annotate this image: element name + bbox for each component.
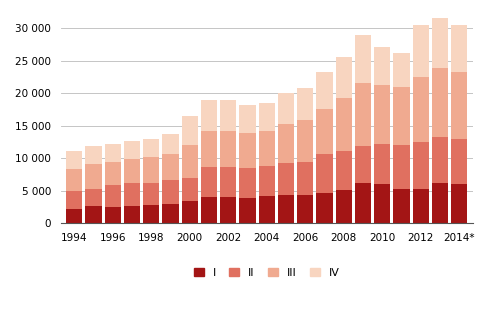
Bar <box>451 72 467 138</box>
Bar <box>335 98 352 151</box>
Bar <box>278 93 294 124</box>
Bar <box>201 132 217 167</box>
Bar <box>393 189 409 223</box>
Bar <box>239 168 256 198</box>
Bar <box>432 183 448 223</box>
Bar <box>374 85 390 144</box>
Bar <box>393 53 409 87</box>
Bar <box>412 189 429 223</box>
Bar <box>85 146 102 164</box>
Bar <box>355 35 371 83</box>
Bar <box>412 77 429 142</box>
Bar <box>182 177 198 201</box>
Bar <box>259 103 275 131</box>
Bar <box>220 100 236 132</box>
Bar <box>143 157 160 183</box>
Bar <box>412 142 429 189</box>
Bar <box>316 109 332 154</box>
Bar <box>374 144 390 184</box>
Bar <box>316 154 332 193</box>
Bar <box>162 180 179 204</box>
Bar <box>374 184 390 223</box>
Bar <box>432 137 448 183</box>
Bar <box>105 144 121 162</box>
Bar <box>85 206 102 223</box>
Bar <box>85 189 102 206</box>
Bar <box>66 169 82 191</box>
Bar <box>239 198 256 223</box>
Bar <box>297 89 313 120</box>
Bar <box>374 47 390 85</box>
Bar <box>85 164 102 189</box>
Bar <box>162 154 179 180</box>
Bar <box>105 207 121 223</box>
Bar <box>105 185 121 207</box>
Bar <box>66 151 82 169</box>
Bar <box>355 146 371 183</box>
Bar <box>239 105 256 133</box>
Bar <box>278 124 294 163</box>
Bar <box>451 184 467 223</box>
Bar <box>143 183 160 205</box>
Bar <box>297 195 313 223</box>
Bar <box>278 163 294 195</box>
Bar <box>220 167 236 197</box>
Bar <box>182 116 198 145</box>
Bar <box>316 193 332 223</box>
Bar <box>201 99 217 132</box>
Bar <box>355 83 371 146</box>
Bar <box>432 18 448 68</box>
Bar <box>297 120 313 162</box>
Bar <box>201 167 217 197</box>
Bar <box>393 145 409 189</box>
Bar <box>124 206 140 223</box>
Bar <box>335 190 352 223</box>
Bar <box>143 205 160 223</box>
Bar <box>297 162 313 195</box>
Bar <box>259 196 275 223</box>
Bar <box>451 25 467 72</box>
Bar <box>220 197 236 223</box>
Bar <box>355 183 371 223</box>
Bar <box>162 134 179 154</box>
Bar <box>412 25 429 77</box>
Bar <box>182 201 198 223</box>
Bar <box>124 183 140 206</box>
Bar <box>259 166 275 196</box>
Legend: I, II, III, IV: I, II, III, IV <box>191 265 342 280</box>
Bar <box>143 138 160 157</box>
Bar <box>335 57 352 98</box>
Bar <box>239 133 256 168</box>
Bar <box>316 72 332 109</box>
Bar <box>201 197 217 223</box>
Bar <box>66 191 82 209</box>
Bar <box>259 131 275 166</box>
Bar <box>182 145 198 177</box>
Bar <box>220 132 236 167</box>
Bar <box>393 87 409 145</box>
Bar <box>105 162 121 185</box>
Bar <box>278 195 294 223</box>
Bar <box>124 141 140 159</box>
Bar <box>124 159 140 183</box>
Bar <box>335 151 352 190</box>
Bar <box>162 204 179 223</box>
Bar <box>451 138 467 184</box>
Bar <box>66 209 82 223</box>
Bar <box>432 68 448 137</box>
